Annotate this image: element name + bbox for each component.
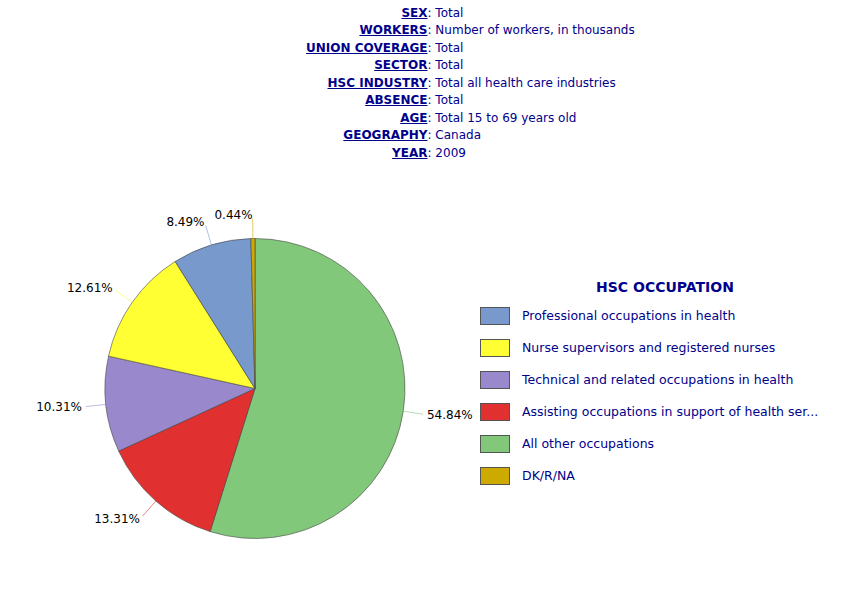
svg-text:10.31%: 10.31% (36, 400, 82, 414)
svg-text:12.61%: 12.61% (67, 281, 113, 295)
svg-text:54.84%: 54.84% (427, 408, 473, 422)
html-text:Assisting occupations in suppo: Assisting occupations in support of heal… (522, 404, 819, 419)
html-text:Professional occupations in he: Professional occupations in health (522, 308, 736, 323)
html-text:HSC OCCUPATION: HSC OCCUPATION (596, 278, 734, 295)
html-text:SECTOR: Total: SECTOR: Total (374, 58, 464, 73)
html-text:HSC INDUSTRY: Total all health: HSC INDUSTRY: Total all health care indu… (327, 75, 616, 90)
html-text:DK/R/NA: DK/R/NA (522, 468, 575, 483)
html-text:AGE: Total 15 to 69 years old: AGE: Total 15 to 69 years old (400, 110, 577, 125)
html-text:All other occupations: All other occupations (522, 436, 655, 451)
html-text:ABSENCE: Total: ABSENCE: Total (365, 93, 464, 108)
html-text:Nurse supervisors and register: Nurse supervisors and registered nurses (522, 340, 776, 355)
svg-text:13.31%: 13.31% (94, 512, 140, 526)
html-text:Technical and related occupati: Technical and related occupations in hea… (522, 372, 794, 387)
svg-text:0.44%: 0.44% (214, 208, 252, 222)
html-text:YEAR: 2009: YEAR: 2009 (392, 145, 466, 160)
html-text:SEX: Total: SEX: Total (401, 5, 464, 20)
svg-text:8.49%: 8.49% (166, 215, 204, 229)
html-text:UNION COVERAGE: Total: UNION COVERAGE: Total (306, 40, 464, 55)
html-text:WORKERS: Number of workers, in: WORKERS: Number of workers, in thousands (359, 23, 635, 38)
html-text:GEOGRAPHY: Canada: GEOGRAPHY: Canada (343, 128, 481, 143)
